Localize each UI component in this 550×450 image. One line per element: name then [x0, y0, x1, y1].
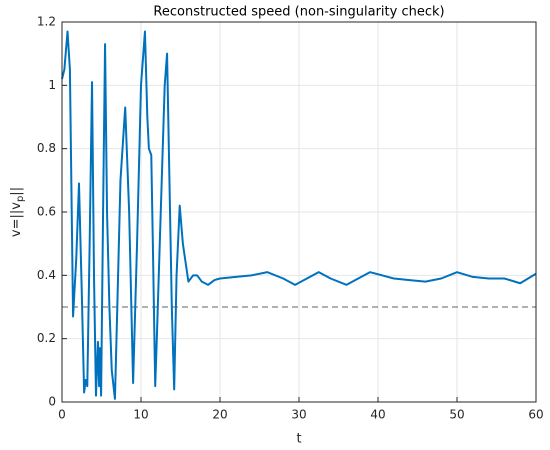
axes-box	[61, 21, 537, 403]
y-tick-label: 1	[48, 78, 56, 92]
y-tick-label: 0.8	[37, 141, 56, 155]
x-tick-label: 40	[370, 408, 385, 422]
x-tick-label: 20	[212, 408, 227, 422]
y-tick-label: 0.2	[37, 331, 56, 345]
y-axis-label: v=||vp||	[9, 187, 27, 237]
y-tick-label: 0.6	[37, 205, 56, 219]
y-label-main: v=||v	[9, 202, 24, 237]
x-tick-label: 50	[449, 408, 464, 422]
y-label-end: ||	[9, 187, 24, 196]
x-tick-label: 60	[528, 408, 543, 422]
chart-title: Reconstructed speed (non-singularity che…	[153, 5, 444, 20]
x-axis-label: t	[296, 432, 301, 447]
x-tick-label: 0	[58, 408, 66, 422]
y-tick-label: 0.4	[37, 268, 56, 282]
y-tick-label: 0	[48, 395, 56, 409]
x-tick-label: 30	[291, 408, 306, 422]
y-tick-label: 1.2	[37, 15, 56, 29]
x-tick-label: 10	[133, 408, 148, 422]
y-label-sub: p	[15, 196, 26, 202]
data-line	[61, 30, 537, 400]
